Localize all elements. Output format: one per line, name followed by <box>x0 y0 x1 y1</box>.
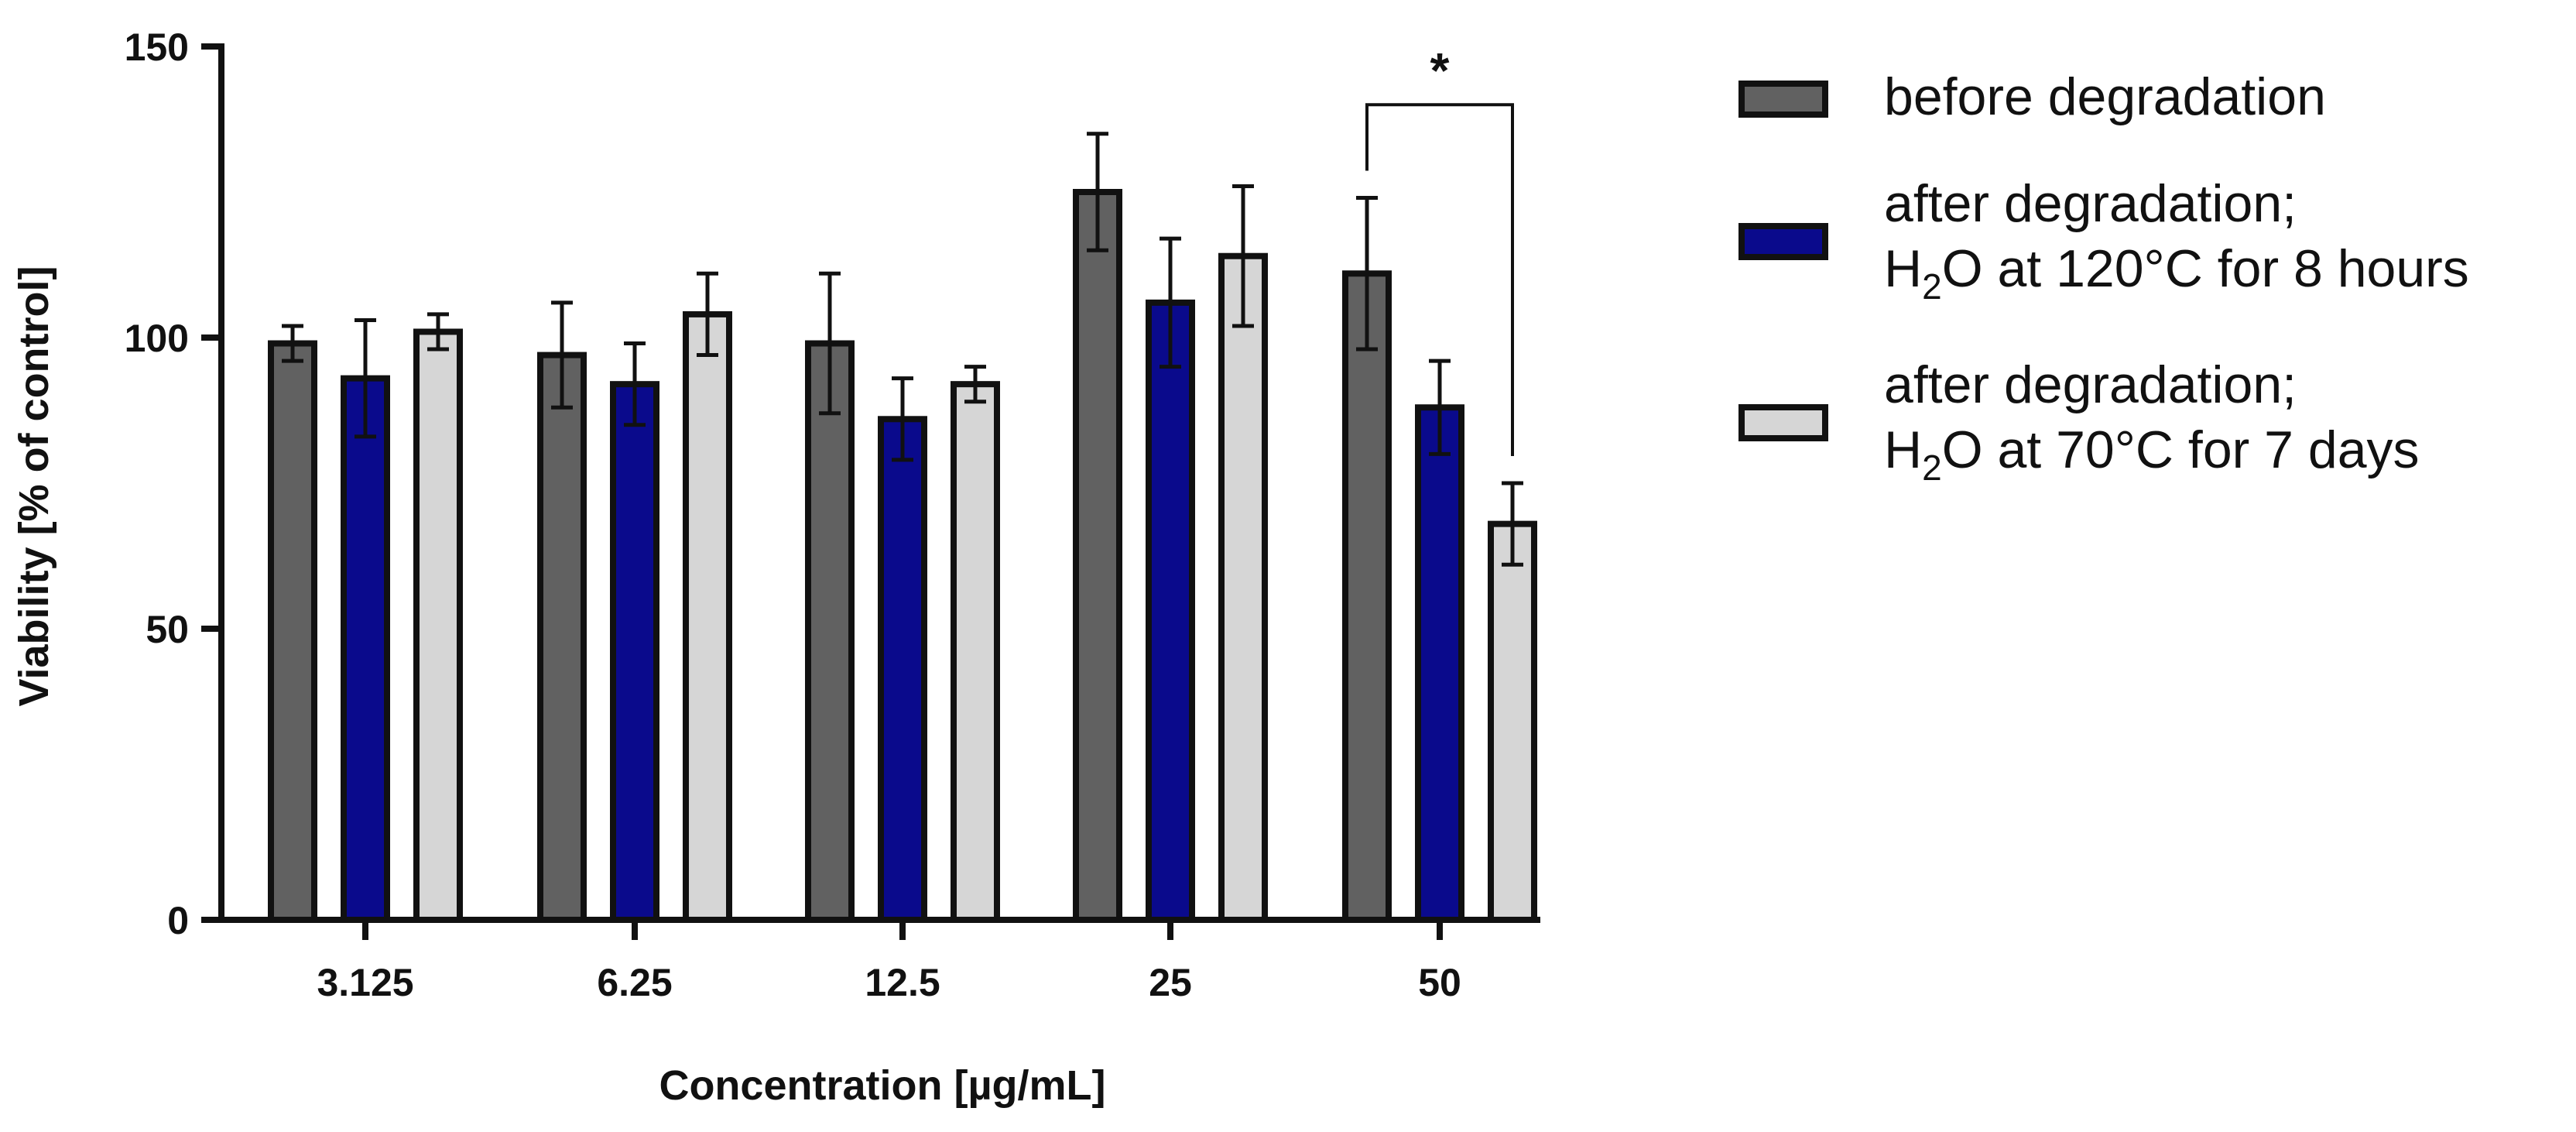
error-bar-series2-6_25 <box>624 341 646 427</box>
significance-marker: * <box>1430 43 1450 98</box>
bar-series1-50 <box>1342 270 1392 923</box>
bar-series2-3_125 <box>341 375 390 923</box>
legend-swatch-2 <box>1738 223 1828 260</box>
bar-series2-6_25 <box>610 381 659 924</box>
y-axis-label: Viability [% of control] <box>11 266 57 706</box>
x-tick-label-50: 50 <box>1418 961 1461 1004</box>
error-bar-series3-6_25 <box>697 271 718 358</box>
x-axis-label: Concentration [µg/mL] <box>659 1062 1105 1109</box>
x-tick-label-25: 25 <box>1149 961 1192 1004</box>
x-tick-label-6_25: 6.25 <box>597 961 672 1004</box>
legend-swatch-3 <box>1738 404 1828 441</box>
y-tick-label-150: 150 <box>125 26 189 69</box>
error-bar-series2-25 <box>1160 236 1181 369</box>
x-tick-label-3_125: 3.125 <box>317 961 413 1004</box>
legend-label-2-line2: H2O at 120°C for 8 hours <box>1884 239 2469 307</box>
bar-series3-3_125 <box>413 328 463 924</box>
bar-series2-50 <box>1415 404 1464 923</box>
error-bar-series1-25 <box>1087 132 1108 252</box>
y-tick-label-0: 0 <box>167 899 189 942</box>
error-bar-series1-50 <box>1356 196 1378 352</box>
error-bar-series3-50 <box>1502 481 1523 567</box>
bar-series3-12_5 <box>951 381 1000 924</box>
bar-series1-25 <box>1073 189 1122 923</box>
bar-series1-6_25 <box>537 352 587 923</box>
legend-swatch-1 <box>1738 81 1828 118</box>
plot-area: 0 50 100 150 3.125 6.25 12.5 25 50 * <box>125 26 1540 1004</box>
error-bar-series2-50 <box>1429 358 1451 456</box>
error-bar-series2-12_5 <box>892 376 913 462</box>
x-tick-label-12_5: 12.5 <box>865 961 940 1004</box>
error-bar-series3-25 <box>1232 184 1254 328</box>
legend-label-3-line2: H2O at 70°C for 7 days <box>1884 420 2420 488</box>
error-bar-series1-6_25 <box>551 300 573 410</box>
error-bar-series2-3_125 <box>355 317 376 439</box>
y-tick-label-100: 100 <box>125 317 189 360</box>
error-bar-series1-3_125 <box>282 324 303 363</box>
bar-series3-6_25 <box>683 310 732 924</box>
significance-bracket <box>1365 103 1514 456</box>
error-bar-series1-12_5 <box>819 271 841 416</box>
legend-label-1-line1: before degradation <box>1884 67 2326 126</box>
legend: before degradation after degradation; H2O … <box>1738 67 2469 488</box>
bar-series1-3_125 <box>268 340 317 923</box>
legend-label-2-line1: after degradation; <box>1884 174 2297 233</box>
legend-label-3-line1: after degradation; <box>1884 355 2297 414</box>
bar-series3-50 <box>1488 520 1537 923</box>
bar-series2-25 <box>1146 299 1195 923</box>
bar-series3-25 <box>1218 252 1268 924</box>
bar-series2-12_5 <box>878 416 927 923</box>
error-bar-series3-12_5 <box>964 365 986 404</box>
y-tick-label-50: 50 <box>146 608 189 651</box>
error-bar-series3-3_125 <box>427 312 449 352</box>
bar-series1-12_5 <box>805 340 855 923</box>
